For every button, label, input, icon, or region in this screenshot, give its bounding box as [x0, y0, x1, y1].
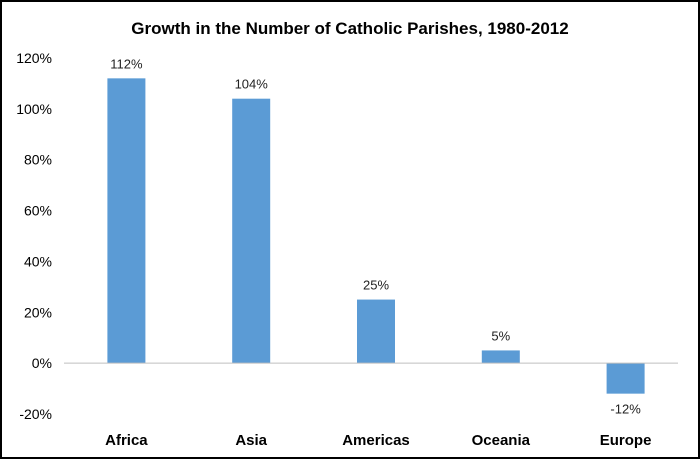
data-label-europe: -12%: [610, 402, 641, 417]
x-category-label: Europe: [600, 432, 652, 449]
x-category-label: Americas: [342, 432, 410, 449]
y-tick-label: 0%: [32, 355, 52, 371]
y-tick-label: 40%: [24, 253, 52, 269]
y-tick-label: 80%: [24, 152, 52, 168]
data-label-oceania: 5%: [491, 328, 510, 343]
bar-americas: [357, 299, 395, 364]
data-labels: 112% 104% 25% 5% -12%: [110, 56, 641, 416]
data-label-asia: 104%: [235, 77, 269, 92]
x-category-label: Oceania: [472, 432, 531, 449]
data-label-americas: 25%: [363, 278, 389, 293]
x-category-label: Africa: [105, 432, 148, 449]
bar-oceania: [481, 350, 520, 364]
x-category-label: Asia: [235, 432, 267, 449]
data-label-africa: 112%: [110, 56, 143, 71]
chart-title: Growth in the Number of Catholic Parishe…: [131, 19, 568, 38]
bar-africa: [107, 78, 146, 364]
x-axis-categories: Africa Asia Americas Oceania Europe: [105, 432, 651, 449]
bars: [107, 78, 645, 394]
bar-europe: [606, 363, 645, 394]
y-tick-label: 120%: [16, 50, 52, 66]
y-tick-label: 60%: [24, 203, 52, 219]
bar-asia: [232, 98, 271, 364]
y-tick-label: 20%: [24, 304, 52, 320]
y-axis-ticks: -20% 0% 20% 40% 60% 80% 100% 120%: [16, 50, 52, 422]
y-tick-label: 100%: [16, 101, 52, 117]
y-tick-label: -20%: [19, 406, 52, 422]
